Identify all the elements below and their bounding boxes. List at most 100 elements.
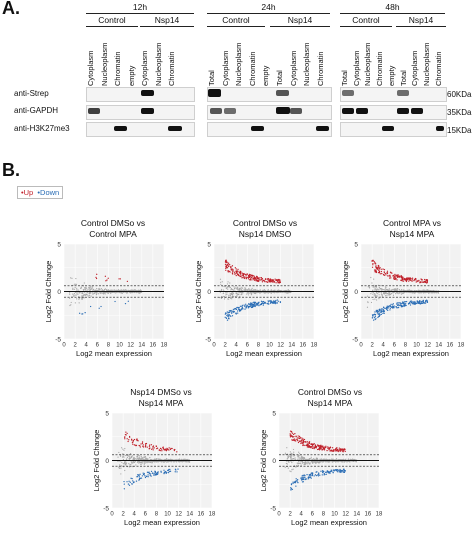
point-ns xyxy=(372,286,374,288)
point-up xyxy=(242,274,244,276)
point-ns xyxy=(297,464,299,467)
point-ns xyxy=(428,292,430,294)
point-down xyxy=(302,478,304,481)
blot-24h-h3 xyxy=(207,122,332,137)
point-ns xyxy=(416,290,418,292)
point-ns xyxy=(147,460,149,462)
point-ns xyxy=(112,291,114,293)
point-ns xyxy=(158,460,161,462)
point-ns xyxy=(328,460,330,462)
point-ns xyxy=(156,458,158,460)
point-down xyxy=(144,475,146,477)
point-ns xyxy=(162,459,164,461)
point-down xyxy=(154,470,156,472)
point-ns xyxy=(265,291,267,293)
point-ns xyxy=(188,460,190,462)
divider-control-24h xyxy=(207,26,265,27)
point-down xyxy=(252,304,254,307)
point-up xyxy=(400,275,402,277)
point-ns xyxy=(149,459,151,461)
point-ns xyxy=(179,460,181,462)
point-ns xyxy=(331,460,333,462)
point-ns xyxy=(269,291,271,293)
point-up xyxy=(385,274,387,276)
band-24h-gapdh-c xyxy=(276,107,290,114)
point-ns xyxy=(136,290,139,293)
point-ns xyxy=(427,290,430,293)
point-up xyxy=(375,271,377,274)
point-ns xyxy=(187,459,190,462)
point-ns xyxy=(321,459,324,461)
point-down xyxy=(420,300,422,303)
point-ns xyxy=(239,291,241,293)
point-ns xyxy=(331,458,333,460)
point-ns xyxy=(88,293,90,295)
point-up xyxy=(323,448,325,450)
point-down xyxy=(257,303,259,305)
point-ns xyxy=(229,293,231,295)
point-down xyxy=(318,473,320,475)
point-ns xyxy=(183,459,185,461)
point-ns xyxy=(399,290,401,292)
point-ns xyxy=(110,291,112,293)
point-up xyxy=(321,449,324,451)
point-up xyxy=(148,445,151,447)
point-ns xyxy=(110,289,112,291)
point-up xyxy=(375,270,377,273)
point-ns xyxy=(119,290,121,292)
point-ns xyxy=(289,291,291,293)
point-ns xyxy=(278,290,280,292)
point-ns xyxy=(107,289,109,292)
point-ns xyxy=(435,291,437,293)
point-ns xyxy=(405,291,407,293)
point-ns xyxy=(110,291,112,294)
point-down xyxy=(420,301,422,303)
point-down xyxy=(379,313,381,315)
point-down xyxy=(306,474,308,476)
point-up xyxy=(270,281,273,283)
point-ns xyxy=(248,288,250,290)
point-ns xyxy=(154,460,157,462)
point-ns xyxy=(424,290,426,292)
point-down xyxy=(311,475,313,477)
point-ns xyxy=(84,288,86,290)
condition-nsp14-48h: Nsp14 xyxy=(408,15,434,25)
point-down xyxy=(225,317,227,319)
point-ns xyxy=(331,459,333,462)
point-ns xyxy=(89,292,91,294)
point-ns xyxy=(376,289,378,292)
point-ns xyxy=(266,290,269,292)
point-ns xyxy=(179,460,182,462)
point-ns xyxy=(433,291,435,293)
point-ns xyxy=(374,285,376,288)
point-ns xyxy=(376,291,378,294)
condition-control-24h: Control xyxy=(222,15,250,25)
y-tick-label: 0 xyxy=(207,289,211,296)
point-ns xyxy=(90,285,92,287)
point-ns xyxy=(78,291,80,293)
point-up xyxy=(302,441,305,443)
point-down xyxy=(379,311,382,313)
point-down xyxy=(176,471,178,473)
point-down xyxy=(250,304,252,306)
point-up xyxy=(378,267,380,269)
point-up xyxy=(396,279,398,281)
point-up xyxy=(336,449,338,451)
point-ns xyxy=(115,289,118,292)
point-ns xyxy=(349,458,352,460)
point-ns xyxy=(388,292,390,294)
point-up xyxy=(378,270,381,272)
point-ns xyxy=(109,290,111,292)
point-ns xyxy=(275,291,277,293)
point-ns xyxy=(170,461,172,463)
point-down xyxy=(147,476,149,478)
point-down xyxy=(227,313,229,315)
point-down xyxy=(245,307,247,309)
point-ns xyxy=(114,290,117,292)
point-up xyxy=(239,271,241,274)
point-ns xyxy=(330,459,332,461)
point-ns xyxy=(277,291,280,293)
point-ns xyxy=(343,459,345,461)
point-ns xyxy=(184,460,187,462)
